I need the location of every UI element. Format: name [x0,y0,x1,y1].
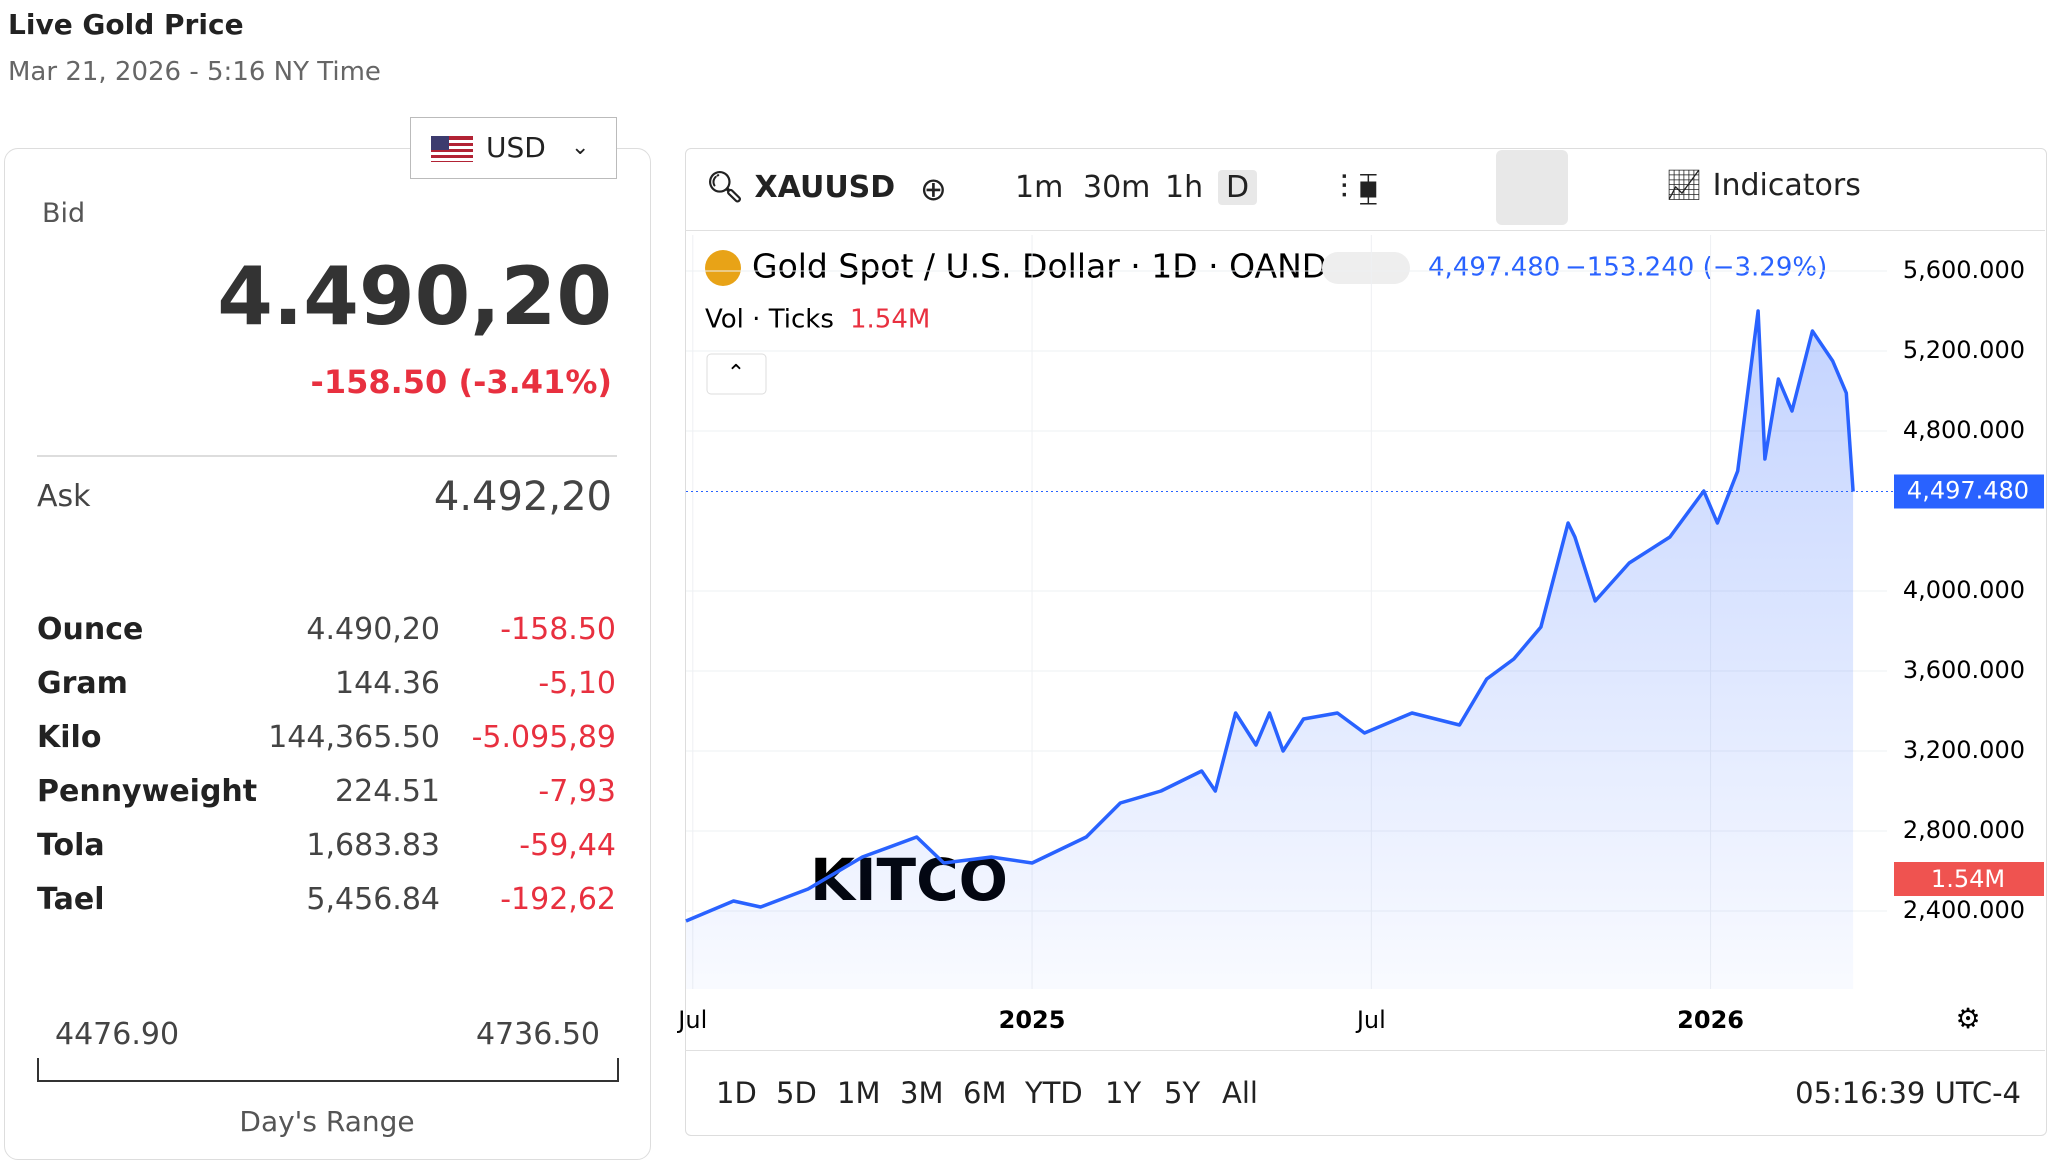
range-bar [37,1058,619,1082]
period[interactable]: YTD [1025,1076,1083,1110]
unit-name: Tola [37,828,105,863]
interval[interactable]: 1m [1015,170,1064,205]
indicators[interactable]: 📈︎ Indicators [1665,168,1861,203]
period[interactable]: All [1222,1076,1258,1110]
volume-tag-label: 1.54M [1931,865,2005,893]
interval[interactable]: 1h [1165,170,1204,205]
y-tick-label: 3,600.000 [1903,656,2025,684]
area [686,311,1854,989]
unit-price: 224.51 [335,774,440,809]
divider [37,455,617,457]
period[interactable]: 5D [776,1076,817,1110]
volume: 1.54M [850,305,930,335]
period[interactable]: 3M [900,1076,944,1110]
price-line [685,309,1855,923]
x-tick-label: 2026 [1677,1006,1744,1034]
period[interactable]: 5Y [1164,1076,1201,1110]
symbol-search[interactable]: 🔍︎ XAUUSD [706,170,896,205]
y-tick-label: 4,000.000 [1903,576,2025,604]
unit-change: -59,44 [519,828,616,863]
unit-price: 1,683.83 [306,828,440,863]
toggle[interactable] [1322,252,1410,284]
unit-name: Gram [37,666,128,701]
unit-price: 4.490,20 [306,612,440,647]
unit-change: -7,93 [538,774,616,809]
y-tick-label: 5,200.000 [1903,336,2025,364]
chevron: ⌄ [571,135,590,160]
unit-price: 5,456.84 [306,882,440,917]
range-label: Day's Range [239,1105,415,1138]
unit-name: Kilo [37,720,102,755]
unit-price: 144,365.50 [268,720,440,755]
collapse[interactable] [706,353,767,395]
period[interactable]: 1D [716,1076,757,1110]
flag [431,136,473,162]
y-tick-label: 2,800.000 [1903,816,2025,844]
unit-name: Pennyweight [37,774,258,809]
currency-select[interactable]: USD ⌄ [410,117,617,179]
unit-change: -192,62 [500,882,616,917]
interval[interactable]: 30m [1083,170,1151,205]
range-high: 4736.50 [475,1017,600,1052]
indicators-label: Indicators [1712,168,1861,203]
bid-price: 4.490,20 [217,250,612,343]
period[interactable]: 1M [837,1076,881,1110]
ask-label: Ask [37,479,91,514]
y-tick-label: 3,200.000 [1903,736,2025,764]
gold-icon [705,250,741,286]
clock: 05:16:39 UTC-4 [1795,1076,2021,1110]
y-tick-label: 5,600.000 [1903,256,2025,284]
chart-title: Gold Spot / U.S. Dollar · 1D · OANDA [752,247,1350,286]
bar-style[interactable]: ⫶ ⧯ [1340,168,1379,206]
y-tick-label: 2,400.000 [1903,896,2025,924]
add-symbol[interactable]: ⊕ [920,170,947,208]
last-price-tag-label: 4,497.480 [1907,477,2029,505]
timestamp: Mar 21, 2026 - 5:16 NY Time [8,57,381,87]
ask-price: 4.492,20 [433,474,612,520]
x-tick-label: Jul [676,1006,707,1034]
footer-divider [685,1050,2045,1051]
volume-tag [1894,862,2044,896]
currency: USD [486,131,546,164]
unit-price: 144.36 [335,666,440,701]
range-low: 4476.90 [55,1017,180,1052]
unit-change: -158.50 [500,612,616,647]
title: Live Gold Price [8,8,244,41]
last-price-tag [1894,474,2044,509]
bid-label: Bid [42,198,86,229]
unit-change: -5.095,89 [471,720,616,755]
chart-panel [685,148,2047,1136]
line-style[interactable] [1496,150,1568,225]
volume-label: Vol · Ticks [705,305,834,335]
unit-name: Ounce [37,612,144,647]
toolbar-divider [685,230,2045,231]
symbol: XAUUSD [754,170,896,205]
last-price: 4,497.480 [1428,253,1560,283]
x-tick-label: Jul [1355,1006,1386,1034]
period[interactable]: 1Y [1105,1076,1142,1110]
price-change: −153.240 (−3.29%) [1565,253,1827,283]
bid-change: -158.50 (-3.41%) [310,363,612,401]
period[interactable]: 6M [963,1076,1007,1110]
unit-change: -5,10 [538,666,616,701]
settings[interactable]: ⚙ [1955,1002,1980,1035]
x-tick-label: 2025 [999,1006,1066,1034]
y-tick-label: 4,800.000 [1903,416,2025,444]
unit-name: Tael [37,882,105,917]
collapse-icon: ⌃ [727,361,745,386]
interval[interactable]: D [1218,170,1258,205]
